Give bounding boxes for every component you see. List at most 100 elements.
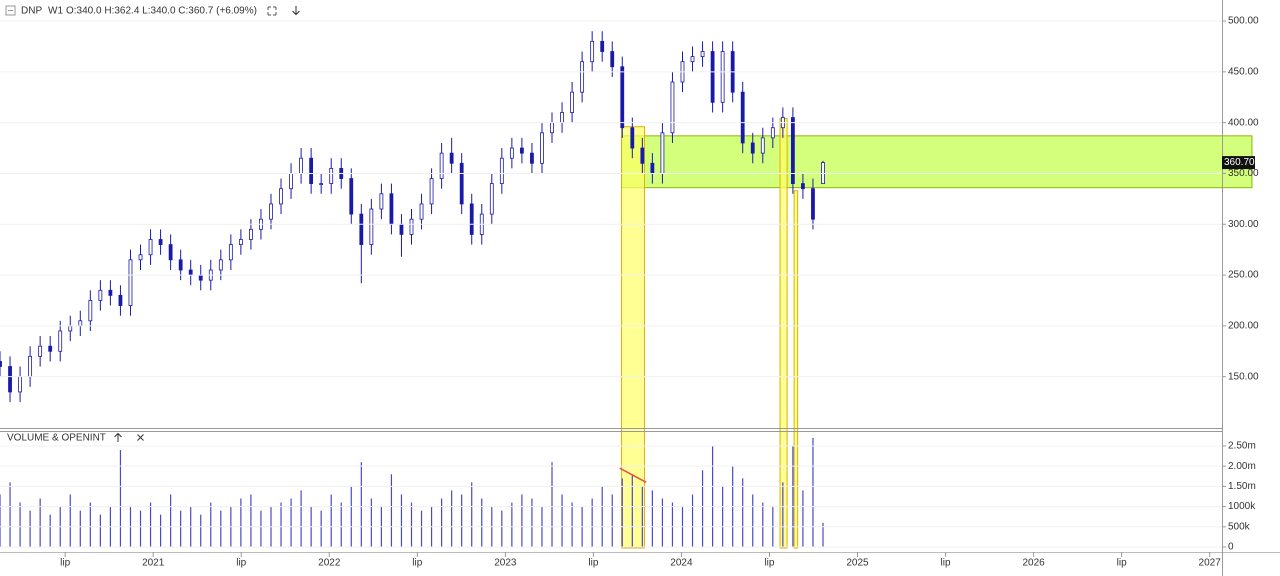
- candle-body: [188, 269, 193, 276]
- time-highlight: [621, 126, 645, 549]
- candle-body: [379, 193, 384, 210]
- volume-bar: [451, 490, 453, 547]
- volume-bar: [521, 494, 523, 547]
- candle-body: [690, 56, 695, 63]
- volume-bar: [812, 437, 814, 547]
- volume-bar: [571, 502, 573, 547]
- volume-bar: [340, 502, 342, 547]
- candle-body: [499, 157, 504, 185]
- volume-bar: [782, 482, 784, 547]
- y-tick-label: 300.00: [1228, 219, 1259, 230]
- y-tick-label: 0: [1228, 542, 1234, 553]
- candle-body: [389, 193, 394, 225]
- ohlc-readout: O:340.0 H:362.4 L:340.0 C:360.7 (+6.09%): [66, 6, 257, 17]
- volume-bar: [330, 494, 332, 547]
- symbol: DNP: [21, 6, 42, 17]
- volume-bar: [461, 494, 463, 547]
- volume-bar: [722, 486, 724, 547]
- candle-body: [168, 244, 173, 261]
- candle-body: [790, 117, 795, 185]
- volume-bar: [180, 510, 182, 547]
- candle-body: [801, 183, 805, 190]
- y-tick-label: 250.00: [1228, 270, 1259, 281]
- candle-body: [78, 320, 83, 327]
- candle-body: [750, 142, 755, 154]
- y-tick-label: 400.00: [1228, 117, 1259, 128]
- candle-body: [740, 91, 745, 144]
- volume-bar: [159, 514, 162, 547]
- time-highlight: [793, 190, 799, 549]
- candle-body: [650, 162, 655, 174]
- volume-bar: [240, 498, 242, 547]
- candle-body: [249, 228, 253, 240]
- volume-bar: [0, 494, 1, 547]
- y-tick-label: 500.00: [1228, 16, 1259, 27]
- x-tick-label: 2024: [670, 558, 693, 569]
- candle-body: [68, 325, 73, 332]
- candle-body: [760, 137, 765, 154]
- volume-bar: [511, 502, 513, 547]
- y-tick-label: 450.00: [1228, 66, 1259, 77]
- y-tick-label: 500k: [1228, 521, 1251, 532]
- volume-bar: [591, 498, 593, 547]
- candle-body: [630, 127, 635, 149]
- volume-bar: [400, 494, 403, 547]
- x-tick-label: lip: [236, 558, 246, 569]
- volume-bar: [691, 494, 694, 547]
- candle-body: [710, 51, 715, 103]
- timeframe: W1: [48, 6, 63, 17]
- volume-bar: [410, 502, 413, 547]
- volume-bar: [441, 498, 443, 547]
- volume-bar: [742, 478, 744, 547]
- candle-body: [238, 239, 243, 245]
- volume-bar: [711, 445, 714, 547]
- volume-bar: [390, 474, 393, 547]
- candle-body: [349, 178, 354, 215]
- axes: 150.00 200.00 250.00 300.00 350.00 400.00 450.…: [0, 16, 1259, 569]
- close-icon[interactable]: [137, 434, 144, 441]
- volume-bar: [149, 502, 152, 547]
- volume-bar: [360, 462, 362, 547]
- volume-bar: [79, 510, 81, 547]
- candle-body: [419, 203, 424, 220]
- x-tick-label: 2021: [142, 558, 165, 569]
- volume-bar: [631, 474, 633, 547]
- volume-bar: [651, 490, 653, 547]
- volume-bar: [119, 450, 122, 547]
- candle-body: [660, 132, 665, 174]
- x-tick-label: lip: [60, 558, 70, 569]
- candle-body: [509, 147, 514, 159]
- candle-body: [148, 239, 153, 256]
- y-tick-label: 350.00: [1228, 168, 1259, 179]
- y-tick-label: 2.00m: [1228, 461, 1256, 472]
- volume-bar: [39, 498, 41, 547]
- drawings: [621, 118, 1253, 549]
- candle-body: [610, 51, 615, 68]
- candle-body: [38, 345, 43, 357]
- volume-bar: [611, 494, 613, 547]
- y-tick-label: 2.50m: [1228, 441, 1256, 452]
- expand-icon[interactable]: [267, 6, 277, 16]
- volume-bar: [471, 482, 473, 547]
- collapse-icon[interactable]: [5, 5, 16, 16]
- time-highlight: [779, 118, 788, 549]
- y-tick-label: 1.50m: [1228, 481, 1256, 492]
- candle-body: [279, 188, 283, 205]
- volume-bar: [290, 498, 292, 547]
- candle-body: [670, 81, 675, 134]
- menu-arrow[interactable]: [292, 6, 300, 16]
- candle-body: [138, 254, 143, 261]
- last-price-box: [1222, 156, 1255, 170]
- candle-body: [640, 147, 645, 164]
- candle-body: [429, 178, 434, 205]
- candle-body: [158, 239, 163, 245]
- candle-body: [540, 132, 544, 164]
- y-tick-label: 150.00: [1228, 371, 1259, 382]
- volume-bar: [561, 494, 563, 547]
- volume-bar: [29, 510, 31, 547]
- candle-body: [580, 61, 585, 93]
- candle-body: [590, 40, 595, 63]
- candle-body: [570, 91, 574, 113]
- move-up-icon[interactable]: [114, 432, 122, 443]
